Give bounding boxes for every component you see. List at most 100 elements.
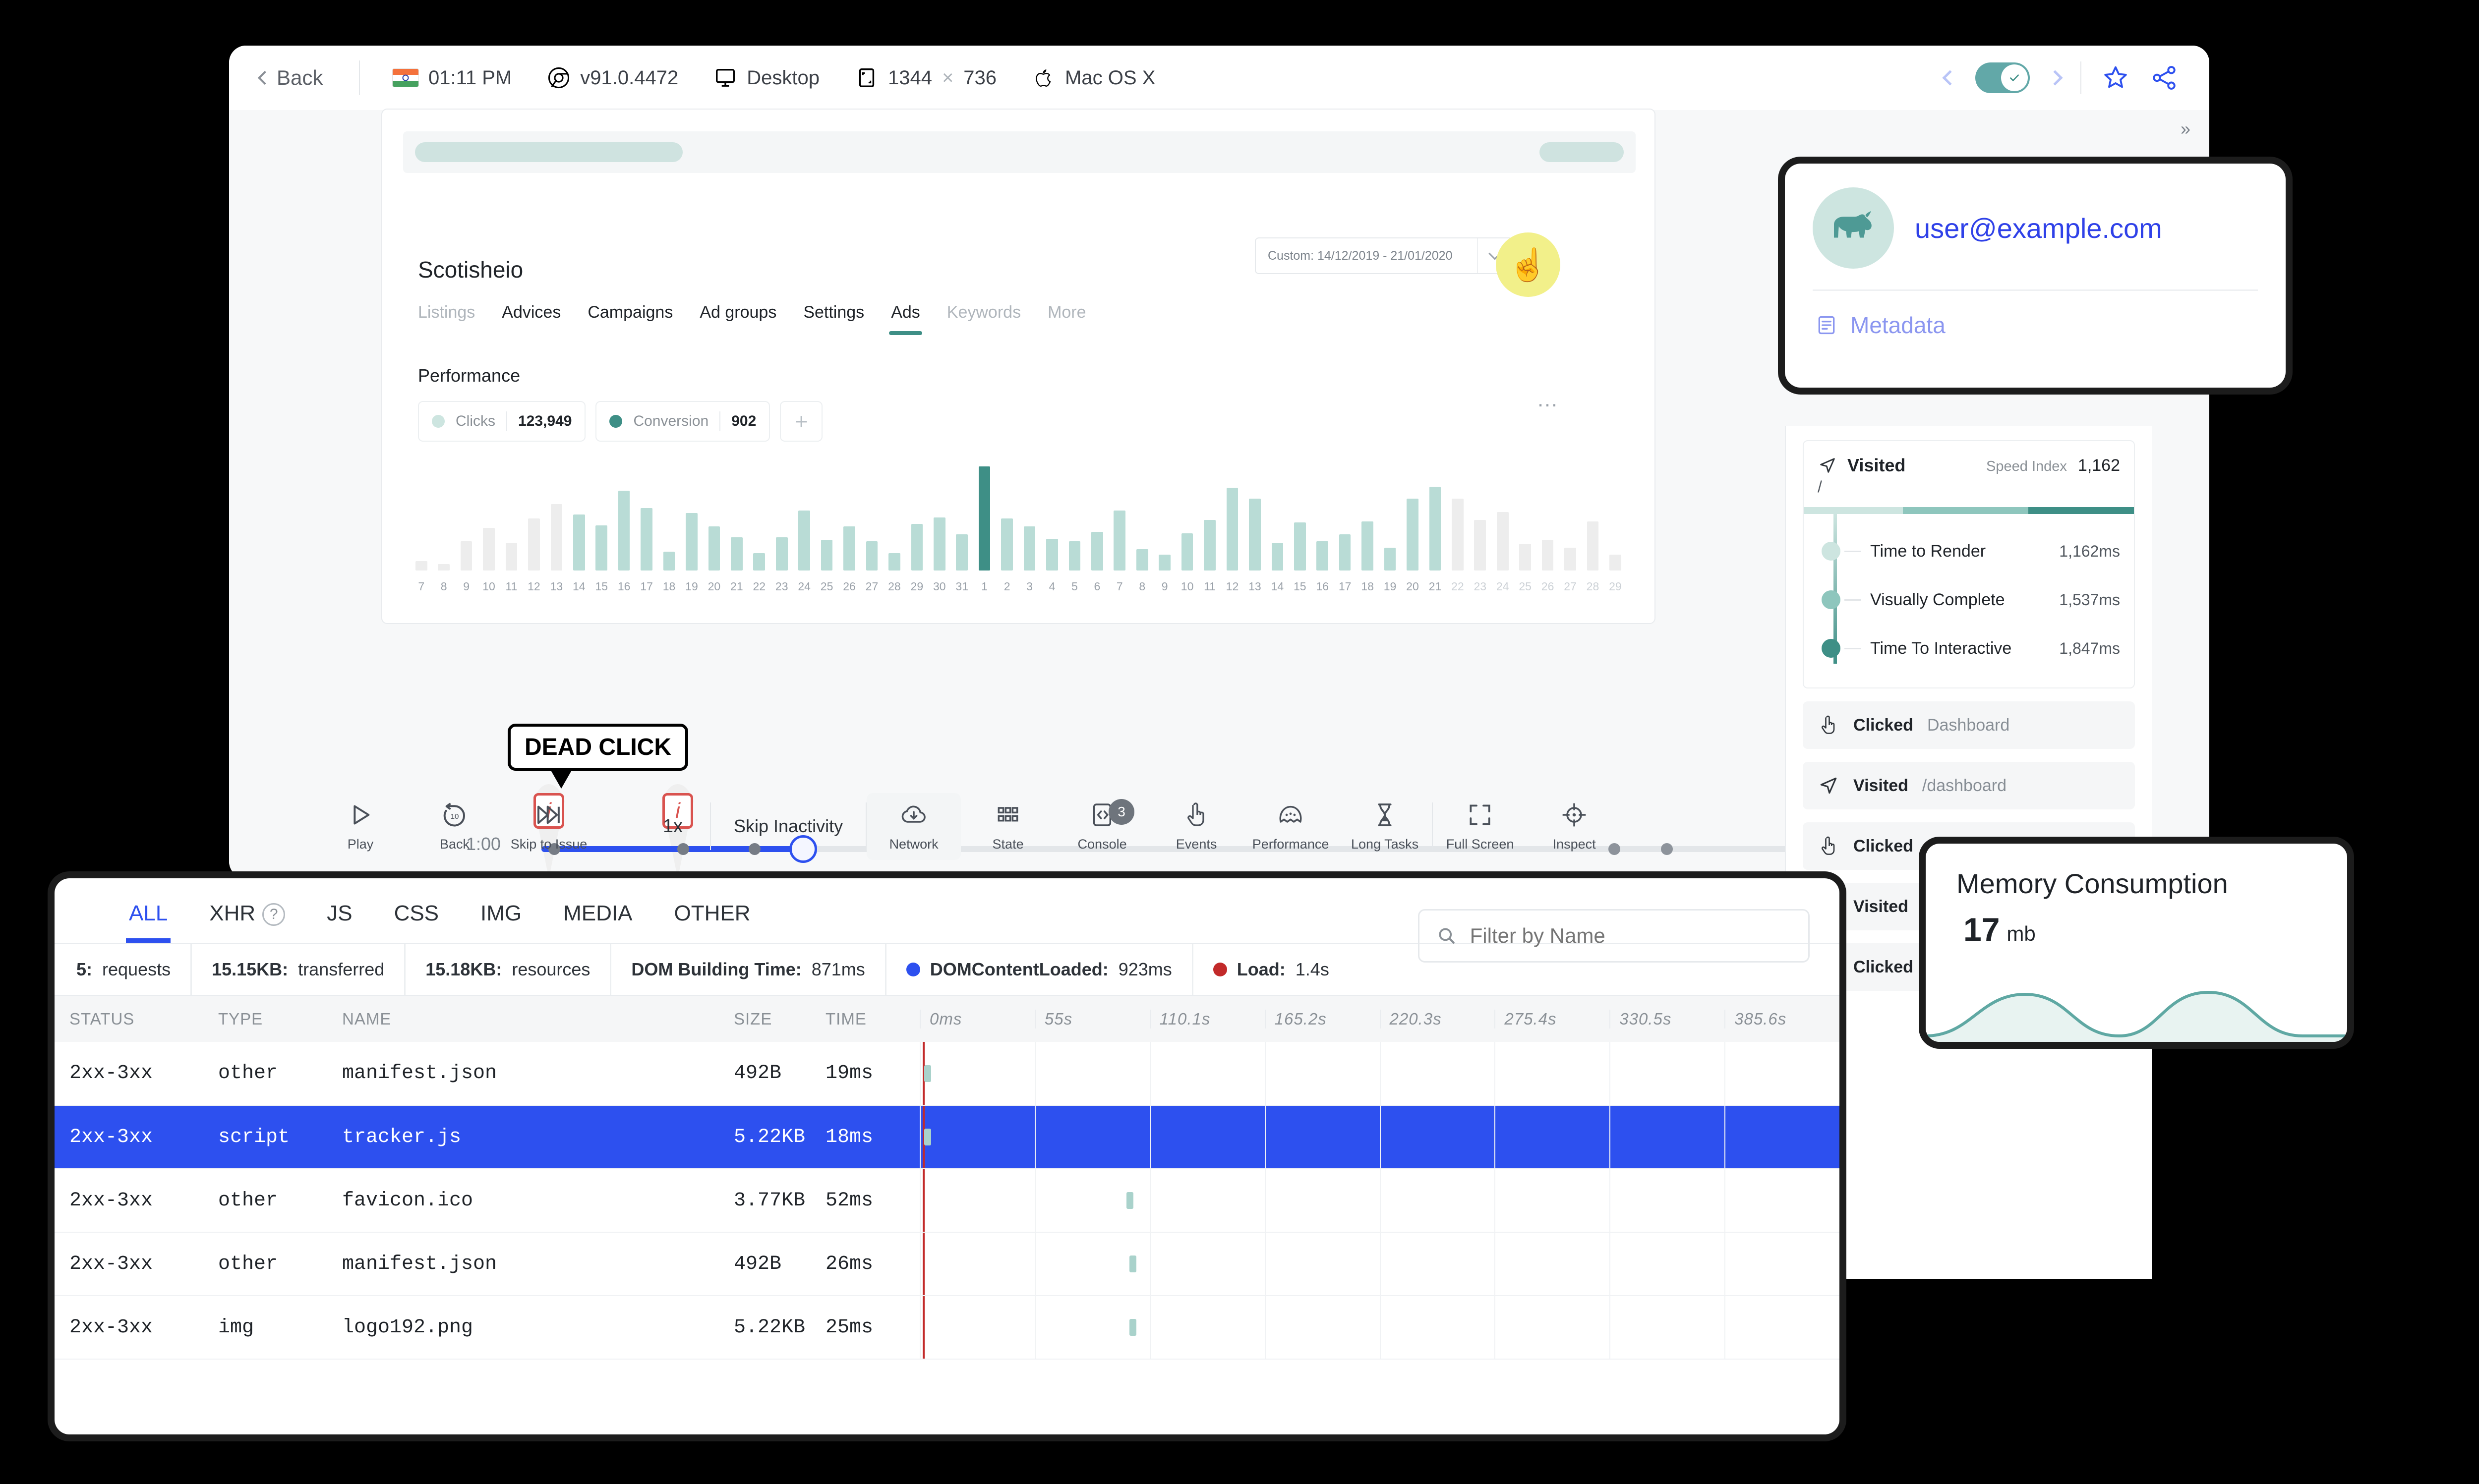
chart-bar[interactable] [1334,464,1356,571]
chart-bar[interactable] [1424,464,1446,571]
chart-bar[interactable] [1109,464,1131,571]
col-size[interactable]: SIZE [719,996,811,1042]
chart-bar[interactable] [906,464,928,571]
chart-bar[interactable] [1356,464,1378,571]
network-tab-media[interactable]: MEDIA [563,901,633,926]
network-tab-xhr[interactable]: XHR? [209,901,286,943]
network-tab-other[interactable]: OTHER [674,901,751,926]
col-type[interactable]: TYPE [203,996,327,1042]
timeline-event-dot[interactable] [1661,843,1673,855]
chart-bar[interactable] [1131,464,1153,571]
account-tab-ad-groups[interactable]: Ad groups [700,303,777,322]
date-range-picker[interactable]: Custom: 14/12/2019 - 21/01/2020 [1255,237,1513,274]
chart-bar[interactable] [793,464,815,571]
chart-bar[interactable] [1221,464,1243,571]
skip-to-issue-button[interactable]: Skip to Issue [502,801,596,852]
star-icon[interactable] [2101,63,2130,92]
chart-bar[interactable] [1536,464,1559,571]
chart-bar[interactable] [1176,464,1198,571]
chart-bar[interactable] [1379,464,1401,571]
chart-bar[interactable] [1514,464,1536,571]
chart-bar[interactable] [838,464,860,571]
chart-bar[interactable] [1604,464,1626,571]
chart-bar[interactable] [725,464,748,571]
tool-events[interactable]: Events [1149,801,1243,852]
tool-long-tasks[interactable]: Long Tasks [1338,801,1432,852]
chart-bar[interactable] [545,464,568,571]
help-icon[interactable]: ? [262,903,286,926]
chart-bar[interactable] [1401,464,1423,571]
network-tab-js[interactable]: JS [327,901,353,926]
timeline-event-dot[interactable] [749,843,761,855]
playback-speed-button[interactable]: 1x [662,815,683,837]
chart-bar[interactable] [410,464,432,571]
chart-bar[interactable] [635,464,657,571]
share-icon[interactable] [2150,63,2179,92]
chart-bar[interactable] [658,464,680,571]
event-row[interactable]: Clicked Dashboard [1803,701,2135,749]
chart-bar[interactable] [1198,464,1221,571]
timeline-event-dot[interactable] [677,843,689,855]
tool-network[interactable]: Network [867,793,961,860]
back-button[interactable]: Back [257,66,359,90]
account-tab-settings[interactable]: Settings [803,303,865,322]
kpi-clicks[interactable]: Clicks 123,949 [418,401,586,442]
chart-bar[interactable] [590,464,613,571]
chart-bar[interactable] [861,464,883,571]
chart-bar[interactable] [973,464,996,571]
table-row[interactable]: 2xx-3xx other manifest.json 492B 26ms [55,1232,1839,1297]
chart-bar[interactable] [1582,464,1604,571]
metadata-link[interactable]: Metadata [1785,291,2286,339]
network-tab-img[interactable]: IMG [480,901,522,926]
chart-bar[interactable] [500,464,523,571]
chart-bar[interactable] [613,464,635,571]
table-row[interactable]: 2xx-3xx other favicon.ico 3.77KB 52ms [55,1169,1839,1233]
chart-bar[interactable] [680,464,703,571]
chart-bar[interactable] [1446,464,1469,571]
account-tab-keywords[interactable]: Keywords [946,303,1021,322]
tool-console[interactable]: 3 Console [1055,799,1149,852]
chart-bar[interactable] [477,464,500,571]
chart-bar[interactable] [883,464,905,571]
chart-bar[interactable] [523,464,545,571]
account-tab-advices[interactable]: Advices [502,303,561,322]
table-row[interactable]: 2xx-3xx img logo192.png 5.22KB 25ms [55,1296,1839,1360]
chart-bar[interactable] [1289,464,1311,571]
network-tab-all[interactable]: ALL [125,901,171,943]
search-input[interactable] [1470,924,1791,948]
account-tab-more[interactable]: More [1048,303,1086,322]
chart-bar[interactable] [1491,464,1514,571]
add-kpi-button[interactable]: + [780,401,823,442]
chart-bar[interactable] [1086,464,1108,571]
chart-more-menu[interactable]: … [1536,387,1560,411]
kpi-conversion[interactable]: Conversion 902 [595,401,770,442]
user-email[interactable]: user@example.com [1915,212,2162,244]
chart-bar[interactable] [928,464,950,571]
chart-bar[interactable] [770,464,793,571]
chart-bar[interactable] [1469,464,1491,571]
event-row[interactable]: Visited/dashboard [1803,762,2135,809]
chart-bar[interactable] [455,464,477,571]
play-button[interactable]: Play [313,801,408,852]
chart-bar[interactable] [748,464,770,571]
next-session-icon[interactable] [2047,70,2063,86]
timeline-handle[interactable] [789,835,817,863]
tool-performance[interactable]: Performance [1243,801,1338,852]
col-time[interactable]: TIME [811,996,920,1042]
chart-bar[interactable] [816,464,838,571]
tool-inspect[interactable]: Inspect [1527,801,1621,852]
tool-full-screen[interactable]: Full Screen [1433,801,1527,852]
prev-session-icon[interactable] [1942,70,1958,86]
account-tab-ads[interactable]: Ads [889,303,922,335]
table-row[interactable]: 2xx-3xx other manifest.json 492B 19ms [55,1042,1839,1106]
col-name[interactable]: NAME [327,996,719,1042]
chart-bar[interactable] [1266,464,1289,571]
chart-bar[interactable] [1153,464,1176,571]
chart-bar[interactable] [996,464,1018,571]
filter-by-name-field[interactable] [1418,909,1810,963]
chart-bar[interactable] [1559,464,1581,571]
chart-bar[interactable] [703,464,725,571]
chart-bar[interactable] [568,464,590,571]
chart-bar[interactable] [1311,464,1334,571]
chart-bar[interactable] [1063,464,1086,571]
